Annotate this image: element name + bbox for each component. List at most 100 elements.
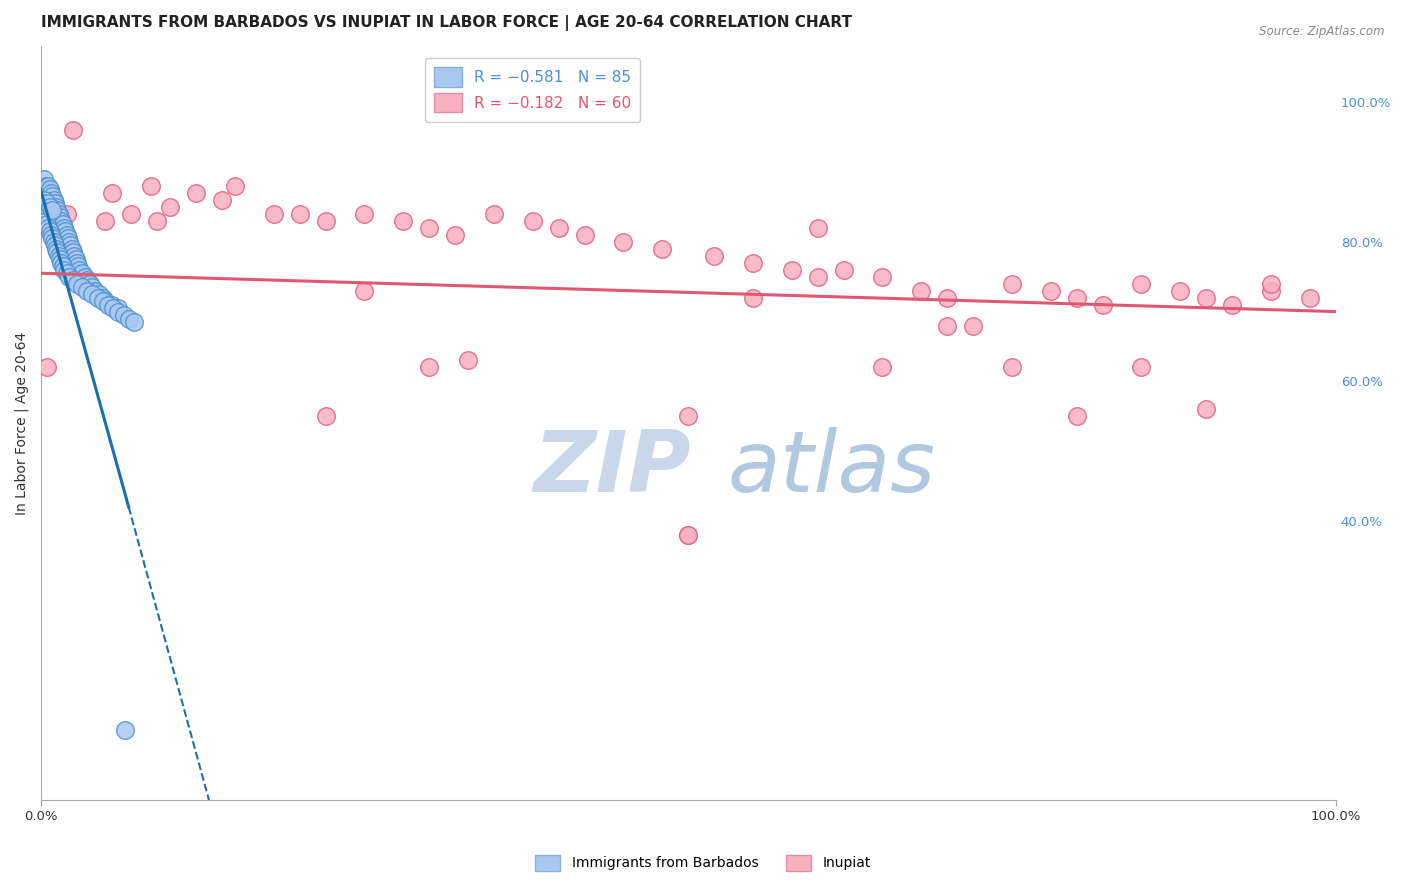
Point	[48, 220, 70, 235]
Point	[34, 193, 56, 207]
Point	[97, 298, 120, 312]
Point	[69, 262, 91, 277]
Point	[49, 224, 72, 238]
Point	[1260, 284, 1282, 298]
Point	[315, 409, 337, 424]
Point	[91, 291, 114, 305]
Point	[184, 186, 207, 200]
Point	[76, 273, 98, 287]
Point	[94, 214, 117, 228]
Text: atlas: atlas	[727, 427, 935, 510]
Point	[51, 256, 73, 270]
Point	[418, 360, 440, 375]
Point	[73, 269, 96, 284]
Point	[45, 214, 67, 228]
Point	[63, 249, 86, 263]
Point	[612, 235, 634, 249]
Point	[94, 294, 117, 309]
Point	[1220, 298, 1243, 312]
Point	[52, 218, 75, 232]
Point	[122, 315, 145, 329]
Point	[1066, 291, 1088, 305]
Point	[112, 308, 135, 322]
Point	[41, 189, 63, 203]
Point	[676, 528, 699, 542]
Point	[120, 207, 142, 221]
Point	[55, 266, 77, 280]
Point	[139, 179, 162, 194]
Point	[62, 245, 84, 260]
Point	[34, 172, 56, 186]
Point	[742, 291, 765, 305]
Point	[1130, 277, 1153, 291]
Point	[1001, 360, 1024, 375]
Point	[65, 252, 87, 267]
Point	[159, 200, 181, 214]
Point	[66, 256, 89, 270]
Point	[703, 249, 725, 263]
Point	[353, 284, 375, 298]
Point	[37, 193, 59, 207]
Point	[37, 220, 59, 235]
Point	[832, 262, 855, 277]
Point	[263, 207, 285, 221]
Point	[41, 231, 63, 245]
Point	[1170, 284, 1192, 298]
Point	[101, 301, 124, 315]
Point	[1039, 284, 1062, 298]
Point	[49, 252, 72, 267]
Text: ZIP: ZIP	[533, 427, 690, 510]
Point	[70, 280, 93, 294]
Point	[1195, 291, 1218, 305]
Point	[392, 214, 415, 228]
Point	[107, 304, 129, 318]
Point	[1299, 291, 1322, 305]
Point	[35, 182, 58, 196]
Point	[82, 287, 104, 301]
Text: IMMIGRANTS FROM BARBADOS VS INUPIAT IN LABOR FORCE | AGE 20-64 CORRELATION CHART: IMMIGRANTS FROM BARBADOS VS INUPIAT IN L…	[41, 15, 852, 31]
Point	[315, 214, 337, 228]
Point	[807, 220, 830, 235]
Point	[936, 291, 959, 305]
Point	[353, 207, 375, 221]
Point	[35, 196, 58, 211]
Point	[42, 235, 65, 249]
Point	[936, 318, 959, 333]
Point	[118, 311, 141, 326]
Point	[35, 360, 58, 375]
Point	[35, 214, 58, 228]
Point	[59, 238, 82, 252]
Point	[114, 723, 136, 738]
Point	[574, 227, 596, 242]
Point	[101, 298, 124, 312]
Point	[84, 284, 107, 298]
Legend: Immigrants from Barbados, Inupiat: Immigrants from Barbados, Inupiat	[530, 849, 876, 876]
Point	[56, 231, 79, 245]
Point	[146, 214, 169, 228]
Point	[51, 214, 73, 228]
Point	[52, 262, 75, 277]
Point	[38, 200, 60, 214]
Point	[1066, 409, 1088, 424]
Point	[58, 269, 80, 284]
Point	[39, 186, 62, 200]
Point	[62, 123, 84, 137]
Point	[457, 353, 479, 368]
Point	[107, 301, 129, 315]
Point	[76, 284, 98, 298]
Point	[67, 259, 90, 273]
Point	[482, 207, 505, 221]
Y-axis label: In Labor Force | Age 20-64: In Labor Force | Age 20-64	[15, 332, 30, 515]
Point	[41, 203, 63, 218]
Point	[70, 266, 93, 280]
Point	[676, 528, 699, 542]
Point	[35, 186, 58, 200]
Point	[44, 238, 66, 252]
Point	[48, 249, 70, 263]
Point	[52, 220, 75, 235]
Point	[288, 207, 311, 221]
Point	[651, 242, 673, 256]
Point	[55, 207, 77, 221]
Point	[780, 262, 803, 277]
Point	[38, 182, 60, 196]
